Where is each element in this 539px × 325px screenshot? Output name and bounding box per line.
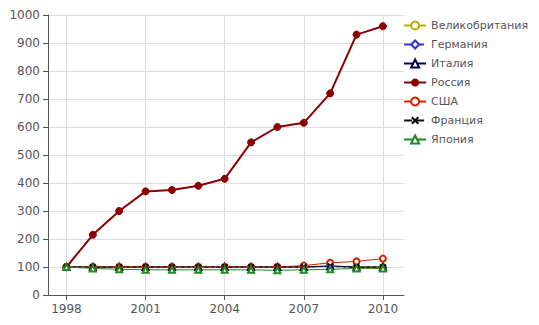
svg-text:100: 100 [17,260,40,274]
svg-text:Франция: Франция [431,114,483,127]
svg-text:400: 400 [17,176,40,190]
svg-text:1000: 1000 [9,8,40,22]
svg-text:200: 200 [17,232,40,246]
svg-text:300: 300 [17,204,40,218]
svg-text:2001: 2001 [130,302,161,316]
svg-text:Россия: Россия [431,76,470,89]
svg-text:0: 0 [32,288,40,302]
svg-text:2007: 2007 [289,302,320,316]
svg-text:900: 900 [17,36,40,50]
svg-text:Италия: Италия [431,57,473,70]
svg-text:800: 800 [17,64,40,78]
svg-text:Япония: Япония [431,133,474,146]
svg-text:2010: 2010 [368,302,399,316]
svg-text:500: 500 [17,148,40,162]
svg-text:700: 700 [17,92,40,106]
svg-text:Германия: Германия [431,38,487,51]
svg-text:США: США [431,95,458,108]
svg-text:1998: 1998 [51,302,82,316]
svg-text:2004: 2004 [209,302,240,316]
svg-text:Великобритания: Великобритания [431,19,528,32]
svg-text:600: 600 [17,120,40,134]
